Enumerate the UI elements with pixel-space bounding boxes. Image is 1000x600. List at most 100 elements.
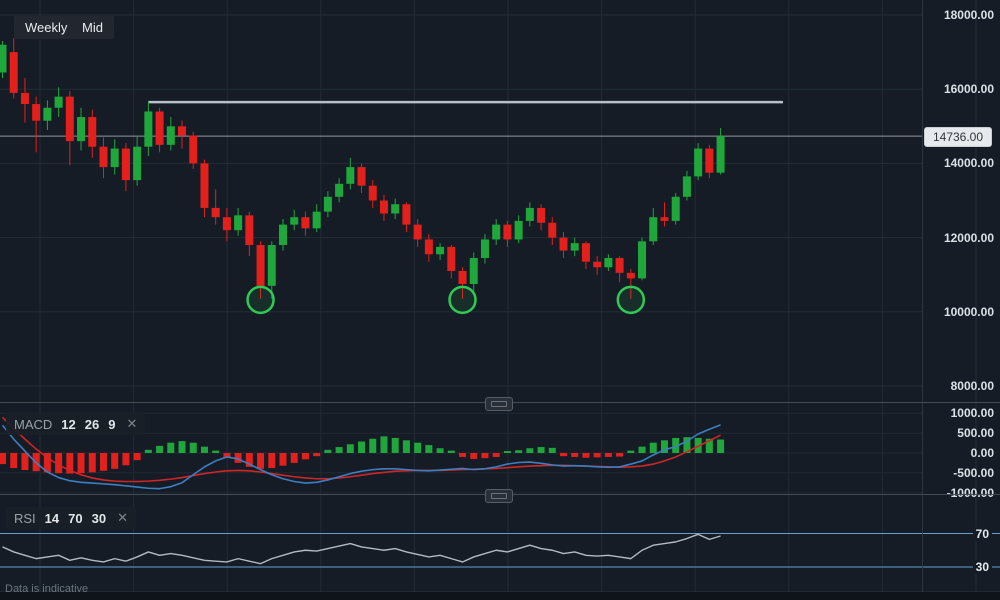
candle-body bbox=[649, 217, 658, 242]
macd-histogram-bar bbox=[672, 437, 680, 453]
rsi-close-icon[interactable]: ✕ bbox=[117, 510, 128, 525]
macd-histogram-bar bbox=[43, 453, 51, 473]
macd-histogram-bar bbox=[200, 446, 208, 453]
macd-histogram-bar bbox=[459, 453, 467, 457]
candle-body bbox=[43, 107, 52, 121]
candle-body bbox=[323, 196, 332, 212]
macd-histogram-bar bbox=[346, 444, 354, 453]
time-axis-strip[interactable] bbox=[0, 592, 1000, 600]
candle-body bbox=[133, 146, 142, 181]
candle-body bbox=[312, 211, 321, 229]
macd-histogram-bar bbox=[99, 453, 107, 471]
macd-histogram-bar bbox=[402, 440, 410, 453]
macd-histogram-bar bbox=[21, 453, 29, 471]
macd-histogram-bar bbox=[548, 447, 556, 453]
macd-histogram-bar bbox=[627, 450, 635, 453]
candle-body bbox=[604, 258, 613, 268]
macd-histogram-bar bbox=[335, 447, 343, 453]
candle-body bbox=[694, 148, 703, 177]
macd-histogram-bar bbox=[436, 448, 444, 453]
macd-histogram-bar bbox=[593, 453, 601, 458]
price-axis-label: 18000.00 bbox=[943, 8, 994, 22]
macd-axis-label: -500.00 bbox=[953, 465, 994, 480]
macd-histogram-bar bbox=[638, 446, 646, 453]
candle-body bbox=[256, 245, 265, 286]
candle-body bbox=[88, 117, 97, 147]
candle-body bbox=[525, 207, 534, 221]
macd-histogram-bar bbox=[425, 445, 433, 453]
low-circle-annotation[interactable] bbox=[616, 285, 646, 315]
candle-body bbox=[615, 258, 624, 273]
macd-axis-label: 500.00 bbox=[957, 426, 994, 441]
macd-histogram-bar bbox=[705, 438, 713, 453]
candle-body bbox=[548, 222, 557, 238]
macd-histogram-bar bbox=[88, 453, 96, 473]
rsi-indicator-label: RSI 14 70 30 ✕ bbox=[6, 507, 136, 529]
macd-histogram-bar bbox=[55, 453, 63, 474]
macd-close-icon[interactable]: ✕ bbox=[126, 416, 138, 431]
macd-histogram-bar bbox=[156, 445, 164, 453]
candle-body bbox=[638, 241, 647, 279]
price-axis-label: 10000.00 bbox=[943, 304, 994, 319]
candle-body bbox=[480, 239, 489, 259]
macd-histogram-bar bbox=[683, 437, 691, 453]
candle-body bbox=[447, 246, 456, 271]
candle-body bbox=[559, 237, 568, 251]
candle-body bbox=[54, 96, 63, 108]
macd-histogram-bar bbox=[616, 453, 624, 457]
candle-body bbox=[626, 272, 635, 279]
macd-histogram-bar bbox=[537, 447, 545, 453]
candle-body bbox=[178, 126, 187, 136]
macd-histogram-bar bbox=[649, 442, 657, 453]
candle-body bbox=[391, 204, 400, 214]
macd-line bbox=[1, 424, 721, 490]
macd-param-signal: 9 bbox=[108, 416, 116, 432]
low-circle-annotation[interactable] bbox=[246, 285, 275, 315]
candle-body bbox=[436, 246, 445, 255]
macd-histogram-bar bbox=[414, 442, 422, 453]
candle-body bbox=[9, 52, 18, 93]
candle-body bbox=[402, 204, 411, 225]
macd-param-fast: 12 bbox=[61, 416, 76, 432]
rsi-title: RSI bbox=[14, 510, 36, 526]
candle-body bbox=[458, 270, 467, 284]
candle-body bbox=[77, 117, 86, 142]
resize-grip-icon bbox=[491, 401, 507, 407]
candle-body bbox=[121, 148, 130, 181]
candle-body bbox=[357, 167, 366, 186]
macd-histogram-bar bbox=[660, 440, 668, 453]
price-axis-border bbox=[922, 0, 923, 592]
price-type-button[interactable]: Mid bbox=[71, 16, 114, 39]
candle-body bbox=[537, 207, 546, 223]
candle-body bbox=[301, 217, 310, 229]
macd-histogram-bar bbox=[189, 442, 197, 453]
macd-histogram-bar bbox=[133, 453, 141, 461]
macd-histogram-bar bbox=[560, 453, 567, 457]
rsi-panel-resize-handle[interactable] bbox=[485, 489, 513, 503]
macd-panel-resize-handle[interactable] bbox=[485, 397, 513, 411]
macd-histogram-bar bbox=[324, 449, 332, 453]
macd-histogram-bar bbox=[301, 453, 309, 460]
candle-body bbox=[267, 245, 276, 286]
macd-histogram-bar bbox=[358, 441, 366, 453]
macd-histogram-bar bbox=[10, 453, 18, 469]
candle-body bbox=[503, 224, 512, 240]
macd-histogram-bar bbox=[481, 453, 489, 459]
macd-histogram-bar bbox=[111, 453, 119, 469]
macd-histogram-bar bbox=[582, 453, 590, 458]
price-axis-label: 14000.00 bbox=[943, 156, 994, 171]
candle-body bbox=[110, 148, 119, 168]
low-circle-annotation[interactable] bbox=[448, 285, 477, 315]
timeframe-button[interactable]: Weekly bbox=[14, 16, 79, 39]
candle-body bbox=[424, 239, 433, 255]
candle-body bbox=[570, 243, 579, 251]
candle-body bbox=[368, 185, 377, 201]
candle-body bbox=[279, 224, 287, 246]
macd-histogram-bar bbox=[234, 453, 242, 463]
candle-body bbox=[99, 146, 108, 168]
macd-histogram-bar bbox=[503, 451, 511, 453]
rsi-line bbox=[2, 533, 721, 565]
candle-body bbox=[189, 135, 198, 164]
